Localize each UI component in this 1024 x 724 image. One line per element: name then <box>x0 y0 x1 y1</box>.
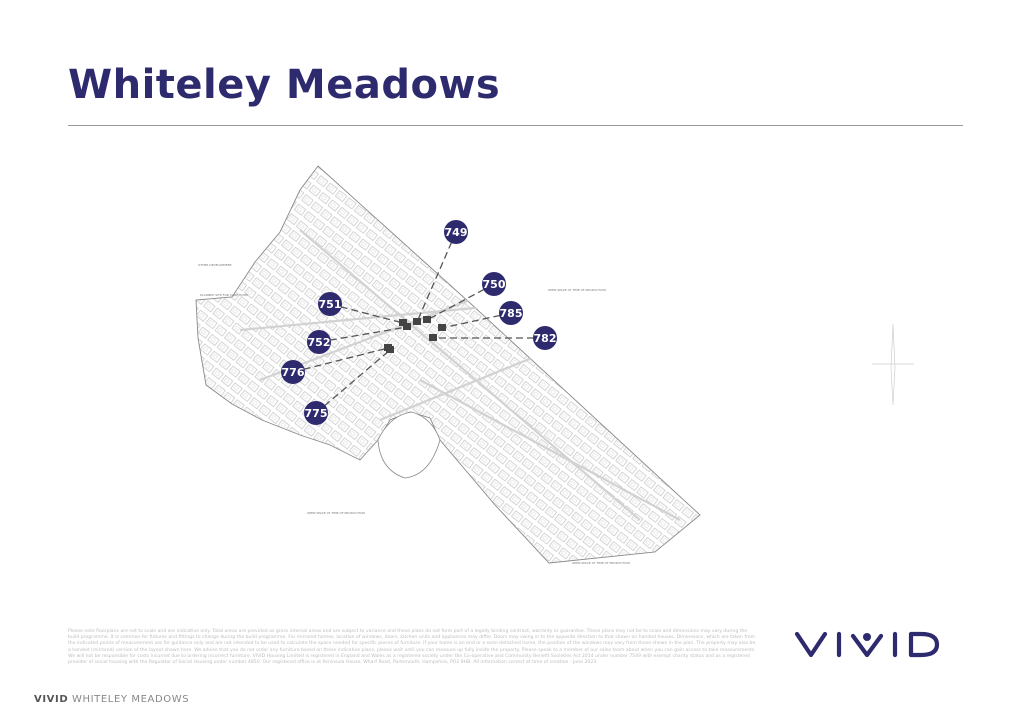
plot-marker-785[interactable]: 785 <box>438 301 523 331</box>
north-arrow-icon <box>872 323 914 406</box>
label-other-development: OTHER DEVELOPMENT <box>198 263 232 267</box>
plot-location <box>403 323 411 330</box>
plot-number: 749 <box>445 226 468 239</box>
plot-marker-circle[interactable] <box>533 326 557 350</box>
footer: VIVID WHITELEY MEADOWS <box>34 694 189 705</box>
label-open-space-east: OPEN SPACE AT TIME OF PRODUCTION <box>548 288 606 292</box>
plot-marker-circle[interactable] <box>307 330 331 354</box>
plot-number: 750 <box>483 278 506 291</box>
plot-marker-751[interactable]: 751 <box>318 292 407 326</box>
plot-marker-circle[interactable] <box>304 401 328 425</box>
plot-number: 776 <box>282 366 305 379</box>
vivid-logo <box>794 631 940 658</box>
footer-brand: VIVID <box>34 694 69 705</box>
plot-location <box>423 316 431 323</box>
leader-line <box>318 326 408 343</box>
plot-number: 782 <box>534 332 557 345</box>
plot-marker-752[interactable]: 752 <box>307 323 411 354</box>
label-care-home: PLANNED SITE FOR CARE HOME <box>200 293 248 297</box>
plot-number: 751 <box>319 298 342 311</box>
site-outline <box>195 165 701 564</box>
plot-location <box>413 318 421 325</box>
plot-marker-circle[interactable] <box>499 301 523 325</box>
plot-marker-circle[interactable] <box>281 360 305 384</box>
plot-marker-circle[interactable] <box>318 292 342 316</box>
plot-number: 775 <box>305 407 328 420</box>
plot-marker-750[interactable]: 750 <box>423 272 506 323</box>
plot-location <box>429 334 437 341</box>
plot-location <box>438 324 446 331</box>
plot-location <box>386 346 394 353</box>
leader-line <box>292 347 389 373</box>
label-open-space-southeast: OPEN SPACE AT TIME OF PRODUCTION <box>572 561 630 565</box>
pond <box>377 411 441 479</box>
leader-line <box>426 283 495 321</box>
label-open-space-south: OPEN SPACE AT TIME OF PRODUCTION <box>307 511 365 515</box>
title-divider <box>68 125 963 126</box>
leader-line <box>315 349 391 414</box>
leader-line <box>416 231 457 323</box>
plot-number: 752 <box>308 336 331 349</box>
page-title: Whiteley Meadows <box>68 62 501 108</box>
plot-marker-749[interactable]: 749 <box>413 220 468 325</box>
plot-location <box>399 319 407 326</box>
leader-line <box>329 303 404 324</box>
plot-marker-circle[interactable] <box>482 272 506 296</box>
plot-marker-775[interactable]: 775 <box>304 346 394 425</box>
footer-development: WHITELEY MEADOWS <box>72 694 190 705</box>
disclaimer-text: Please note floorplans are not to scale … <box>68 629 756 666</box>
plot-number: 785 <box>500 307 523 320</box>
plot-marker-782[interactable]: 782 <box>429 326 557 350</box>
plot-marker-circle[interactable] <box>444 220 468 244</box>
